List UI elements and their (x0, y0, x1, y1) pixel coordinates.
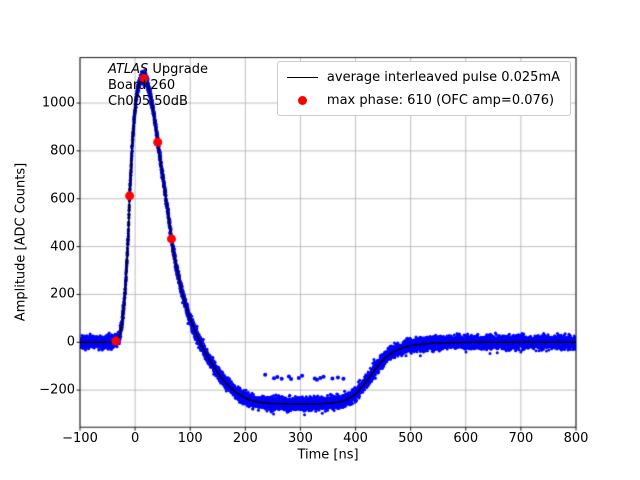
annotation-line-1-rest: Upgrade (148, 62, 208, 77)
annotation-line-3: Ch005 50dB (108, 94, 188, 109)
y-axis-label: Amplitude [ADC Counts] (13, 162, 29, 322)
x-tick-label: 700 (508, 431, 534, 446)
legend-swatch-container (286, 76, 318, 78)
x-tick-label: −100 (62, 431, 98, 446)
x-tick-label: 500 (398, 431, 424, 446)
legend-swatch-container (287, 95, 318, 105)
x-tick-label: 800 (563, 431, 589, 446)
x-axis-label: Time [ns] (297, 447, 359, 463)
x-tick-label: 100 (177, 431, 203, 446)
y-tick-label: 400 (50, 239, 75, 255)
x-tick-label: 0 (130, 431, 140, 446)
y-tick-label: −200 (39, 382, 75, 398)
y-tick-label: 600 (50, 191, 75, 207)
legend-line-swatch (286, 76, 318, 78)
annotation-line-1: ATLAS Upgrade (108, 62, 208, 78)
legend-dot-swatch (297, 95, 307, 105)
legend-entry-average: average interleaved pulse 0.025mA (286, 67, 560, 87)
y-tick-label: 1000 (41, 95, 75, 111)
x-tick-label: 400 (343, 431, 368, 446)
legend-entry-max-phase: max phase: 610 (OFC amp=0.076) (287, 90, 560, 110)
legend: average interleaved pulse 0.025mA max ph… (276, 61, 571, 116)
y-tick-label: 200 (50, 286, 75, 302)
annotation-experiment-name: ATLAS (108, 62, 149, 77)
y-tick-label: 0 (66, 334, 75, 350)
legend-label-average: average interleaved pulse 0.025mA (326, 69, 560, 85)
annotation-line-2: Board 260 (108, 78, 176, 93)
y-tick-label: 800 (50, 143, 75, 159)
x-tick-label: 600 (453, 431, 479, 446)
x-tick-label: 300 (288, 431, 313, 446)
x-tick-label: 200 (232, 431, 258, 446)
legend-label-max-phase: max phase: 610 (OFC amp=0.076) (326, 92, 555, 108)
plot-annotation: ATLAS Upgrade Board 260 Ch005 50dB (108, 62, 208, 110)
